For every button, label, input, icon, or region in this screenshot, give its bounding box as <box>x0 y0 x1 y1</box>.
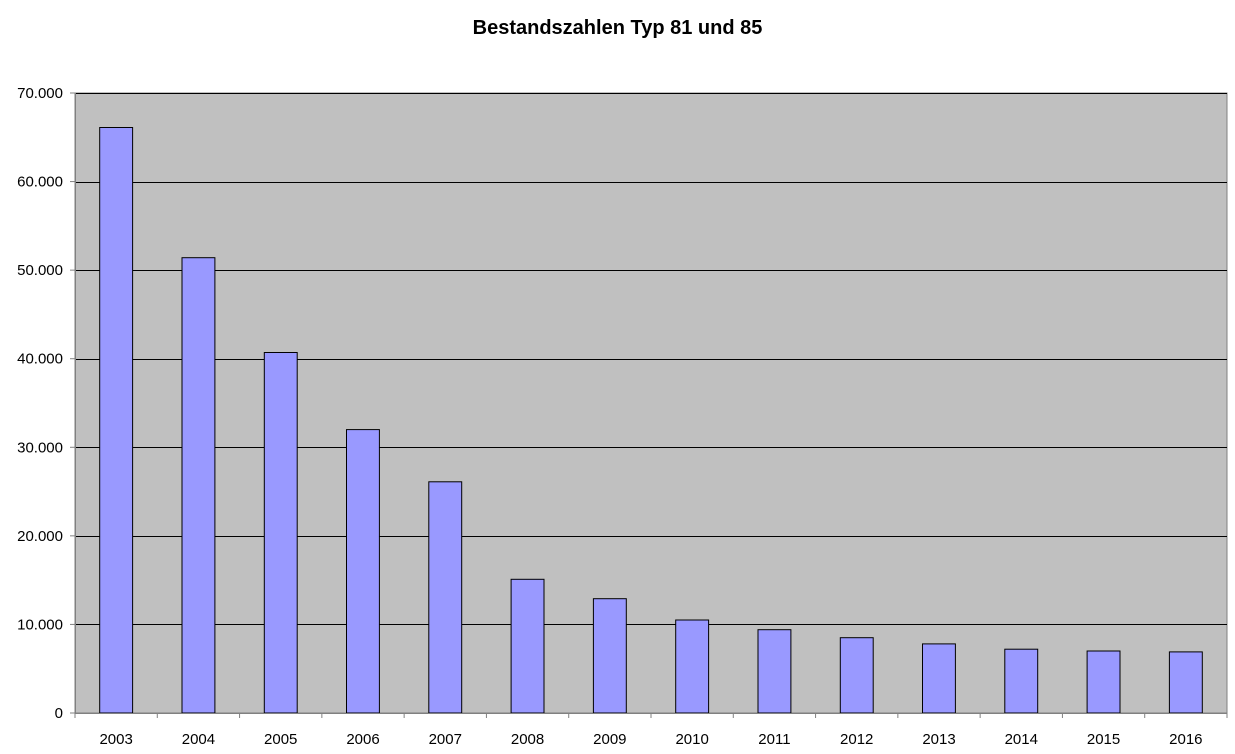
plot-area <box>74 92 1228 714</box>
x-tick-label: 2006 <box>346 731 379 748</box>
y-tick-label: 20.000 <box>17 528 63 545</box>
y-tick-label: 40.000 <box>17 351 63 368</box>
x-tick-label: 2003 <box>99 731 132 748</box>
x-tick-label: 2008 <box>511 731 544 748</box>
chart-title: Bestandszahlen Typ 81 und 85 <box>472 17 763 39</box>
bar-2016 <box>1168 651 1203 714</box>
y-tick-label: 70.000 <box>17 85 63 102</box>
x-axis-ticks: 2003 2004 2005 2006 2007 2008 2009 2010 2011 2012… <box>74 713 1228 748</box>
y-tick-label: 60.000 <box>17 174 63 191</box>
bar-2005 <box>263 352 298 714</box>
bar-2012 <box>839 637 874 714</box>
y-tick-label: 50.000 <box>17 262 63 279</box>
bar-2008 <box>510 578 545 714</box>
x-tick-label: 2011 <box>758 731 790 748</box>
x-tick-label: 2015 <box>1087 731 1120 748</box>
y-tick-label: 10.000 <box>17 616 63 633</box>
bar-2013 <box>922 643 956 714</box>
bar-2010 <box>675 619 710 714</box>
y-tick-label: 30.000 <box>17 439 63 456</box>
bar-2014 <box>1004 648 1039 714</box>
x-tick-label: 2005 <box>264 731 297 748</box>
y-tick-label: 0 <box>55 705 63 722</box>
bar-2004 <box>181 257 216 714</box>
bar-2011 <box>757 629 792 714</box>
bar-2015 <box>1086 650 1121 714</box>
bars <box>99 127 1203 714</box>
x-tick-label: 2013 <box>922 731 955 748</box>
bar-2007 <box>428 481 463 714</box>
bar-2009 <box>592 598 627 714</box>
gridlines <box>75 93 1227 625</box>
y-axis-ticks: 0 10.000 20.000 30.000 40.000 50.000 60.000 70.… <box>17 85 75 722</box>
bar-2006 <box>346 429 380 714</box>
x-tick-label: 2007 <box>429 731 462 748</box>
x-tick-label: 2010 <box>675 731 708 748</box>
x-tick-label: 2016 <box>1169 731 1202 748</box>
x-tick-label: 2012 <box>840 731 873 748</box>
x-tick-label: 2009 <box>593 731 626 748</box>
bar-2003 <box>99 127 134 714</box>
x-tick-label: 2004 <box>182 731 215 748</box>
x-tick-label: 2014 <box>1005 731 1038 748</box>
